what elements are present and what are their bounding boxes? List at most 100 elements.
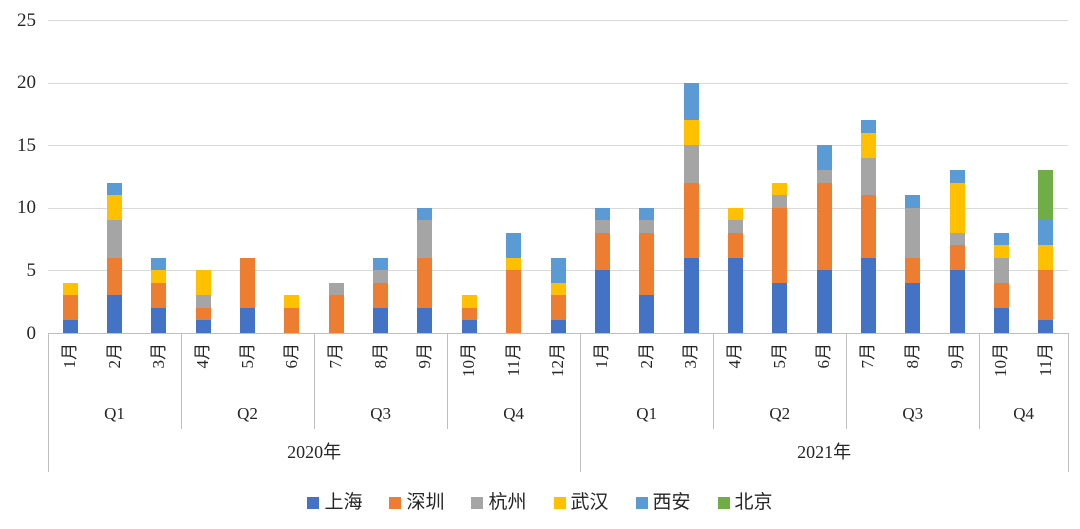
bar-segment-上海: [240, 307, 256, 333]
bar-segment-杭州: [373, 270, 389, 283]
x-tick-month-label: 9月: [947, 343, 967, 369]
x-axis-line: [48, 333, 1068, 334]
bar-segment-武汉: [550, 282, 566, 296]
x-tick-month-label: 5月: [769, 343, 789, 369]
bar-segment-上海: [816, 270, 832, 333]
bar-segment-武汉: [993, 245, 1009, 258]
bar-segment-西安: [993, 232, 1009, 246]
x-tick-month-label: 10月: [459, 343, 479, 377]
bar-segment-深圳: [905, 257, 921, 283]
x-tick-month-label: 11月: [1035, 343, 1055, 377]
bar-segment-杭州: [949, 232, 965, 246]
legend-label: 杭州: [488, 492, 527, 513]
bar-segment-武汉: [461, 295, 477, 308]
x-tick-month-label: 1月: [60, 343, 80, 369]
bar-segment-武汉: [772, 182, 788, 196]
bar-segment-上海: [62, 320, 78, 333]
legend-item-武汉: 武汉: [553, 492, 609, 514]
legend-item-深圳: 深圳: [389, 492, 444, 514]
bar-segment-深圳: [727, 232, 743, 258]
bar-segment-西安: [949, 170, 965, 183]
bar-segment-上海: [727, 257, 743, 333]
bar-segment-西安: [816, 145, 832, 171]
bar-segment-深圳: [195, 307, 211, 321]
legend: 上海 深圳 杭州 武汉 西安 北京: [0, 487, 1080, 519]
bar-segment-深圳: [993, 282, 1009, 308]
bar-segment-西安: [905, 195, 921, 208]
gridline: [48, 207, 1068, 209]
y-tick-label: 5: [26, 259, 37, 281]
bar-segment-西安: [506, 232, 522, 258]
bar-segment-武汉: [151, 270, 167, 283]
x-tick-month-label: 2月: [636, 343, 656, 369]
legend-item-西安: 西安: [635, 492, 691, 514]
x-tick-month-label: 5月: [237, 343, 257, 369]
x-tick-month-label: 4月: [725, 343, 745, 369]
bar-segment-西安: [550, 257, 566, 283]
x-tick-month-label: 7月: [858, 343, 878, 369]
y-tick-label: 25: [17, 9, 36, 31]
bar-segment-西安: [639, 207, 655, 221]
legend-item-杭州: 杭州: [471, 492, 527, 514]
legend-swatch-icon: [307, 497, 320, 509]
gridline: [48, 20, 1068, 21]
bar-segment-深圳: [816, 182, 832, 271]
bar-segment-杭州: [683, 145, 699, 183]
bar-segment-武汉: [107, 195, 123, 221]
bar-segment-杭州: [417, 220, 433, 258]
x-axis-quarter-label: Q4: [1013, 404, 1035, 423]
bar-segment-深圳: [772, 207, 788, 283]
bar-segment-杭州: [905, 207, 921, 258]
bar-segment-深圳: [284, 307, 300, 333]
bar-segment-武汉: [284, 295, 300, 308]
bar-segment-深圳: [550, 295, 566, 321]
x-axis-quarter-label: Q3: [902, 404, 924, 423]
bar-segment-西安: [373, 257, 389, 271]
x-tick-month-label: 10月: [991, 343, 1011, 377]
bar-segment-杭州: [860, 157, 876, 196]
y-tick-label: 20: [17, 72, 36, 94]
bar-segment-深圳: [373, 282, 389, 308]
x-tick-month-label: 3月: [681, 343, 701, 369]
axis-quarter-separator: [846, 333, 848, 429]
bar-segment-上海: [772, 282, 788, 333]
gridline: [48, 82, 1068, 84]
bar-segment-深圳: [860, 195, 876, 258]
legend-label: 西安: [652, 492, 691, 513]
bar-segment-西安: [1038, 220, 1054, 246]
x-tick-month-label: 2月: [104, 343, 124, 369]
x-axis-quarter-label: Q1: [104, 404, 125, 423]
axis-quarter-separator: [979, 333, 981, 429]
bar-segment-西安: [151, 257, 167, 271]
bar-segment-武汉: [949, 182, 965, 233]
bar-segment-深圳: [62, 295, 78, 321]
bar-segment-深圳: [949, 245, 965, 271]
bar-segment-深圳: [417, 257, 433, 308]
legend-swatch-icon: [389, 497, 402, 509]
x-axis-year-label: 2020年: [287, 441, 342, 462]
bar-segment-深圳: [683, 182, 699, 258]
bar-segment-武汉: [62, 282, 78, 296]
bar-segment-上海: [107, 295, 123, 333]
legend-item-北京: 北京: [717, 492, 773, 514]
axis-year-separator: [580, 333, 582, 472]
bar-segment-杭州: [594, 220, 610, 233]
legend-label: 深圳: [406, 492, 445, 513]
gridline: [48, 145, 1068, 147]
x-tick-month-label: 6月: [281, 343, 301, 369]
bar-segment-上海: [860, 257, 876, 333]
bar-segment-北京: [1038, 170, 1054, 221]
bar-segment-杭州: [772, 195, 788, 208]
axis-quarter-separator: [713, 333, 715, 429]
axis-quarter-separator: [447, 333, 449, 429]
bar-segment-杭州: [328, 282, 344, 296]
legend-label: 上海: [324, 492, 363, 513]
x-tick-month-label: 9月: [414, 343, 434, 369]
bar-segment-西安: [594, 207, 610, 221]
x-axis-quarter-label: Q2: [237, 404, 258, 423]
x-axis-quarter-label: Q4: [503, 404, 525, 423]
bar-segment-西安: [107, 182, 123, 196]
axis-year-separator: [1068, 333, 1069, 472]
x-axis-quarter-label: Q1: [636, 404, 658, 423]
bar-segment-武汉: [860, 132, 876, 158]
